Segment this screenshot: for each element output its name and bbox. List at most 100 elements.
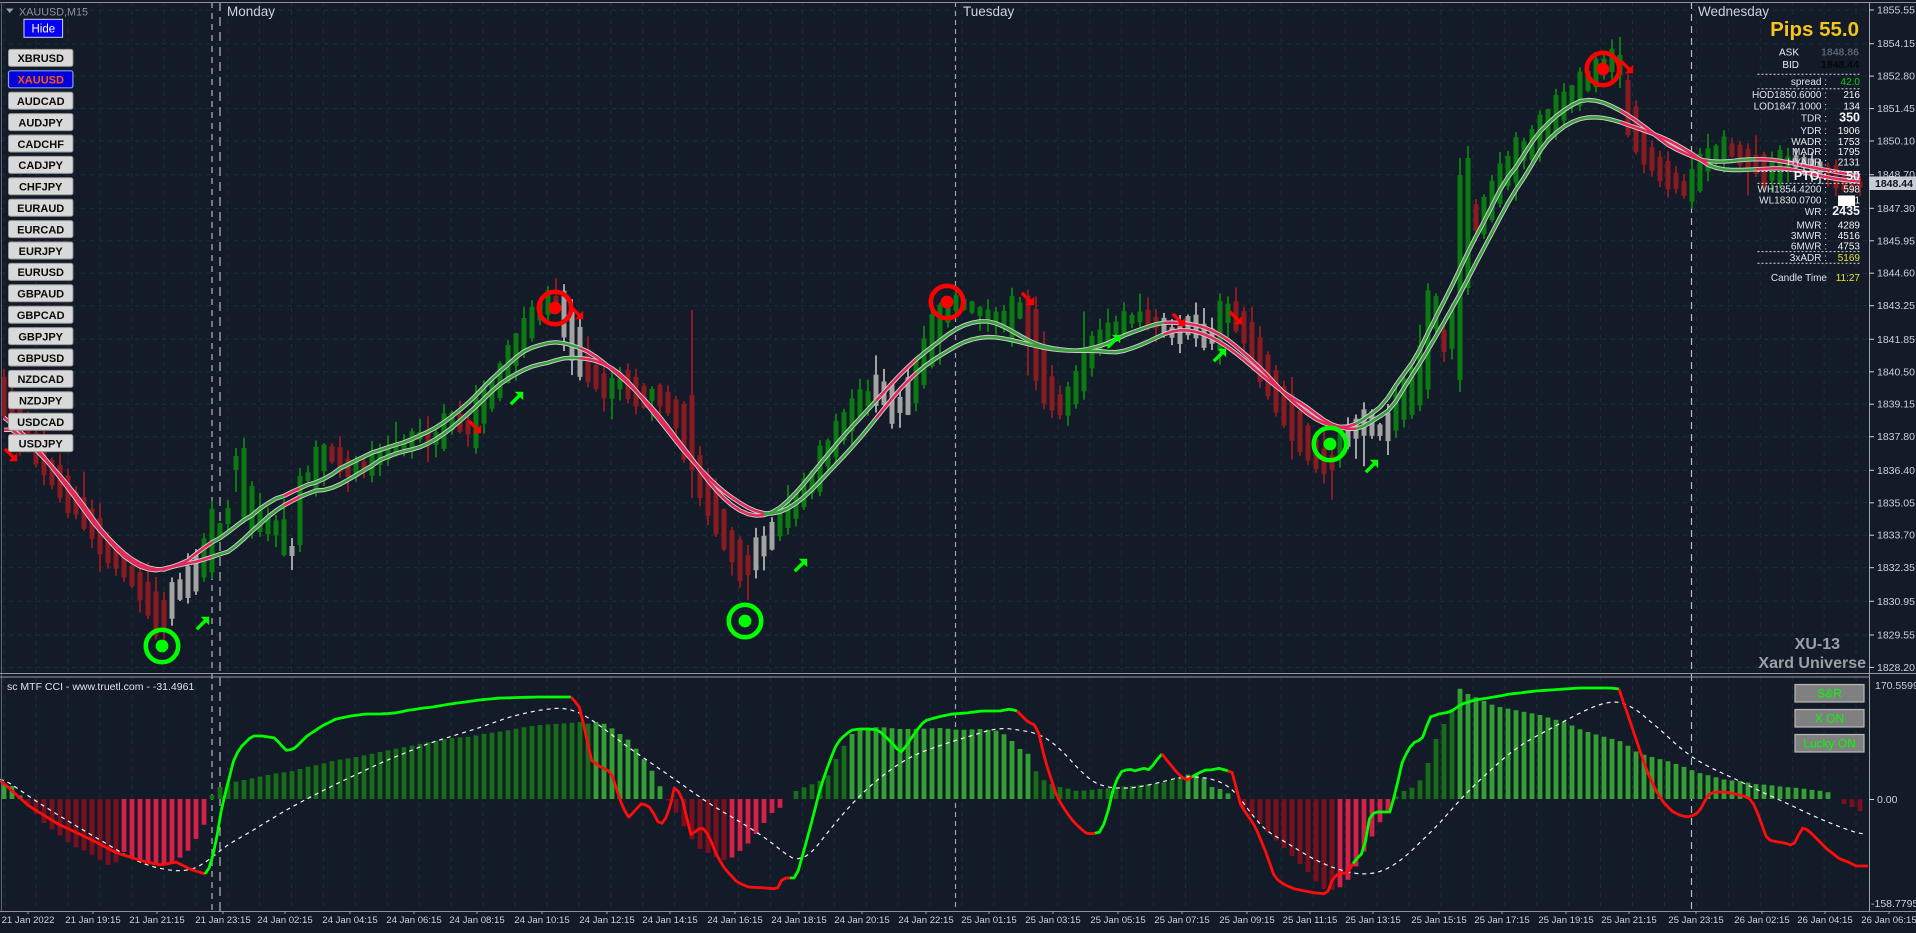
svg-text:1848.86: 1848.86 [1821, 47, 1859, 59]
svg-text:1843.25: 1843.25 [1877, 300, 1915, 312]
svg-text:25 Jan 15:15: 25 Jan 15:15 [1411, 915, 1466, 926]
svg-text:TDR :: TDR : [1801, 113, 1827, 124]
svg-text:1854.15: 1854.15 [1877, 38, 1915, 50]
svg-text:EURUSD: EURUSD [17, 267, 64, 279]
svg-text:4753: 4753 [1838, 241, 1861, 252]
svg-text:YDR :: YDR : [1800, 126, 1827, 137]
svg-text:1844.60: 1844.60 [1877, 268, 1915, 280]
svg-text:1830.95: 1830.95 [1877, 596, 1915, 608]
svg-text:S&R: S&R [1817, 687, 1842, 701]
svg-text:1850.10: 1850.10 [1877, 136, 1915, 148]
svg-text:Pips 55.0: Pips 55.0 [1770, 18, 1859, 41]
svg-text:25 Jan 03:15: 25 Jan 03:15 [1025, 915, 1080, 926]
svg-text:WL1830.0700 :: WL1830.0700 : [1759, 196, 1827, 207]
svg-text:1906: 1906 [1838, 126, 1861, 137]
svg-text:Candle Time: Candle Time [1771, 273, 1828, 284]
svg-text:25 Jan 17:15: 25 Jan 17:15 [1474, 915, 1529, 926]
svg-text:WH1854.4200 :: WH1854.4200 : [1758, 185, 1828, 196]
svg-text:25 Jan 09:15: 25 Jan 09:15 [1219, 915, 1274, 926]
svg-text:5169: 5169 [1838, 253, 1861, 264]
svg-text:X ON: X ON [1815, 712, 1844, 726]
svg-text:ASK: ASK [1779, 48, 1799, 59]
svg-text:6MWR :: 6MWR : [1791, 241, 1827, 252]
svg-text:25 Jan 07:15: 25 Jan 07:15 [1154, 915, 1209, 926]
svg-text:WADR :: WADR : [1791, 137, 1827, 148]
svg-text:24 Jan 18:15: 24 Jan 18:15 [771, 915, 826, 926]
svg-text:Wednesday: Wednesday [1698, 4, 1769, 19]
svg-text:Tuesday: Tuesday [963, 4, 1015, 19]
svg-text:PTO :: PTO : [1794, 169, 1827, 183]
svg-text:21 Jan 21:15: 21 Jan 21:15 [129, 915, 184, 926]
svg-text:XAUUSD,M15: XAUUSD,M15 [19, 7, 88, 19]
svg-text:XU-13: XU-13 [1795, 636, 1840, 653]
svg-text:1851.45: 1851.45 [1877, 103, 1915, 115]
svg-text:GBPAUD: GBPAUD [17, 289, 64, 301]
svg-text:134: 134 [1843, 101, 1860, 112]
svg-text:24 Jan 14:15: 24 Jan 14:15 [642, 915, 697, 926]
svg-text:BID: BID [1782, 60, 1799, 71]
svg-text:216: 216 [1843, 90, 1860, 101]
svg-text:4516: 4516 [1838, 231, 1861, 242]
svg-text:25 Jan 23:15: 25 Jan 23:15 [1668, 915, 1723, 926]
svg-text:3MWR :: 3MWR : [1791, 231, 1827, 242]
svg-text:Xard Universe: Xard Universe [1758, 655, 1866, 672]
svg-text:GBPCAD: GBPCAD [17, 310, 65, 322]
svg-text:21 Jan 19:15: 21 Jan 19:15 [65, 915, 120, 926]
svg-text:1835.05: 1835.05 [1877, 497, 1915, 509]
svg-text:0.00: 0.00 [1877, 794, 1898, 806]
svg-text:25 Jan 21:15: 25 Jan 21:15 [1601, 915, 1656, 926]
svg-text:Hide: Hide [31, 24, 55, 36]
svg-text:WR :: WR : [1805, 207, 1827, 218]
svg-text:CADCHF: CADCHF [17, 139, 64, 151]
svg-text:1828.20: 1828.20 [1877, 662, 1915, 674]
svg-text:Lucky ON: Lucky ON [1803, 737, 1856, 751]
svg-text:-158.7795: -158.7795 [1871, 898, 1916, 910]
svg-text:24 Jan 22:15: 24 Jan 22:15 [898, 915, 953, 926]
svg-text:1855.55: 1855.55 [1877, 5, 1915, 17]
svg-text:1753: 1753 [1838, 137, 1861, 148]
svg-text:2435: 2435 [1832, 204, 1860, 218]
svg-text:1837.80: 1837.80 [1877, 431, 1915, 443]
svg-text:25 Jan 05:15: 25 Jan 05:15 [1090, 915, 1145, 926]
svg-text:42.0: 42.0 [1841, 77, 1861, 88]
svg-text:AUDCAD: AUDCAD [17, 96, 65, 108]
svg-text:1836.40: 1836.40 [1877, 465, 1915, 477]
svg-text:24 Jan 06:15: 24 Jan 06:15 [386, 915, 441, 926]
svg-text:EURAUD: EURAUD [17, 203, 64, 215]
svg-text:11:27: 11:27 [1836, 273, 1861, 284]
svg-text:1845.95: 1845.95 [1877, 235, 1915, 247]
svg-text:HOD1850.6000 :: HOD1850.6000 : [1752, 90, 1827, 101]
svg-text:GBPUSD: GBPUSD [17, 353, 64, 365]
svg-text:1795: 1795 [1838, 147, 1861, 158]
svg-text:24 Jan 12:15: 24 Jan 12:15 [579, 915, 634, 926]
svg-text:1841.85: 1841.85 [1877, 334, 1915, 346]
svg-text:1847.30: 1847.30 [1877, 203, 1915, 215]
svg-text:MADR :: MADR : [1792, 147, 1827, 158]
svg-text:24 Jan 20:15: 24 Jan 20:15 [834, 915, 889, 926]
svg-text:3xADR :: 3xADR : [1790, 253, 1827, 264]
svg-text:1: 1 [1854, 196, 1860, 207]
svg-text:2131: 2131 [1838, 158, 1861, 169]
svg-text:XAUUSD: XAUUSD [17, 75, 64, 87]
svg-text:598: 598 [1843, 185, 1860, 196]
svg-text:26 Jan 04:15: 26 Jan 04:15 [1797, 915, 1852, 926]
svg-text:sc MTF CCI - www.truetl.com -: sc MTF CCI - www.truetl.com - -31.4961 [7, 681, 194, 693]
svg-text:1848.44: 1848.44 [1821, 59, 1859, 71]
svg-text:24 Jan 04:15: 24 Jan 04:15 [322, 915, 377, 926]
svg-text:50: 50 [1846, 169, 1860, 183]
svg-text:MWR :: MWR : [1796, 221, 1827, 232]
svg-text:CHFJPY: CHFJPY [19, 182, 63, 194]
svg-text:170.5599: 170.5599 [1875, 680, 1916, 692]
svg-text:GBPJPY: GBPJPY [18, 331, 63, 343]
svg-text:26 Jan 06:15: 26 Jan 06:15 [1861, 915, 1916, 926]
svg-text:Monday: Monday [227, 4, 275, 19]
svg-text:USDCAD: USDCAD [17, 417, 64, 429]
svg-text:1852.80: 1852.80 [1877, 71, 1915, 83]
svg-text:25 Jan 13:15: 25 Jan 13:15 [1345, 915, 1400, 926]
svg-text:1848.44: 1848.44 [1875, 178, 1913, 190]
svg-text:AUDJPY: AUDJPY [18, 117, 63, 129]
svg-text:1840.50: 1840.50 [1877, 366, 1915, 378]
svg-text:CADJPY: CADJPY [18, 160, 63, 172]
svg-text:25 Jan 01:15: 25 Jan 01:15 [961, 915, 1016, 926]
svg-text:24 Jan 08:15: 24 Jan 08:15 [449, 915, 504, 926]
